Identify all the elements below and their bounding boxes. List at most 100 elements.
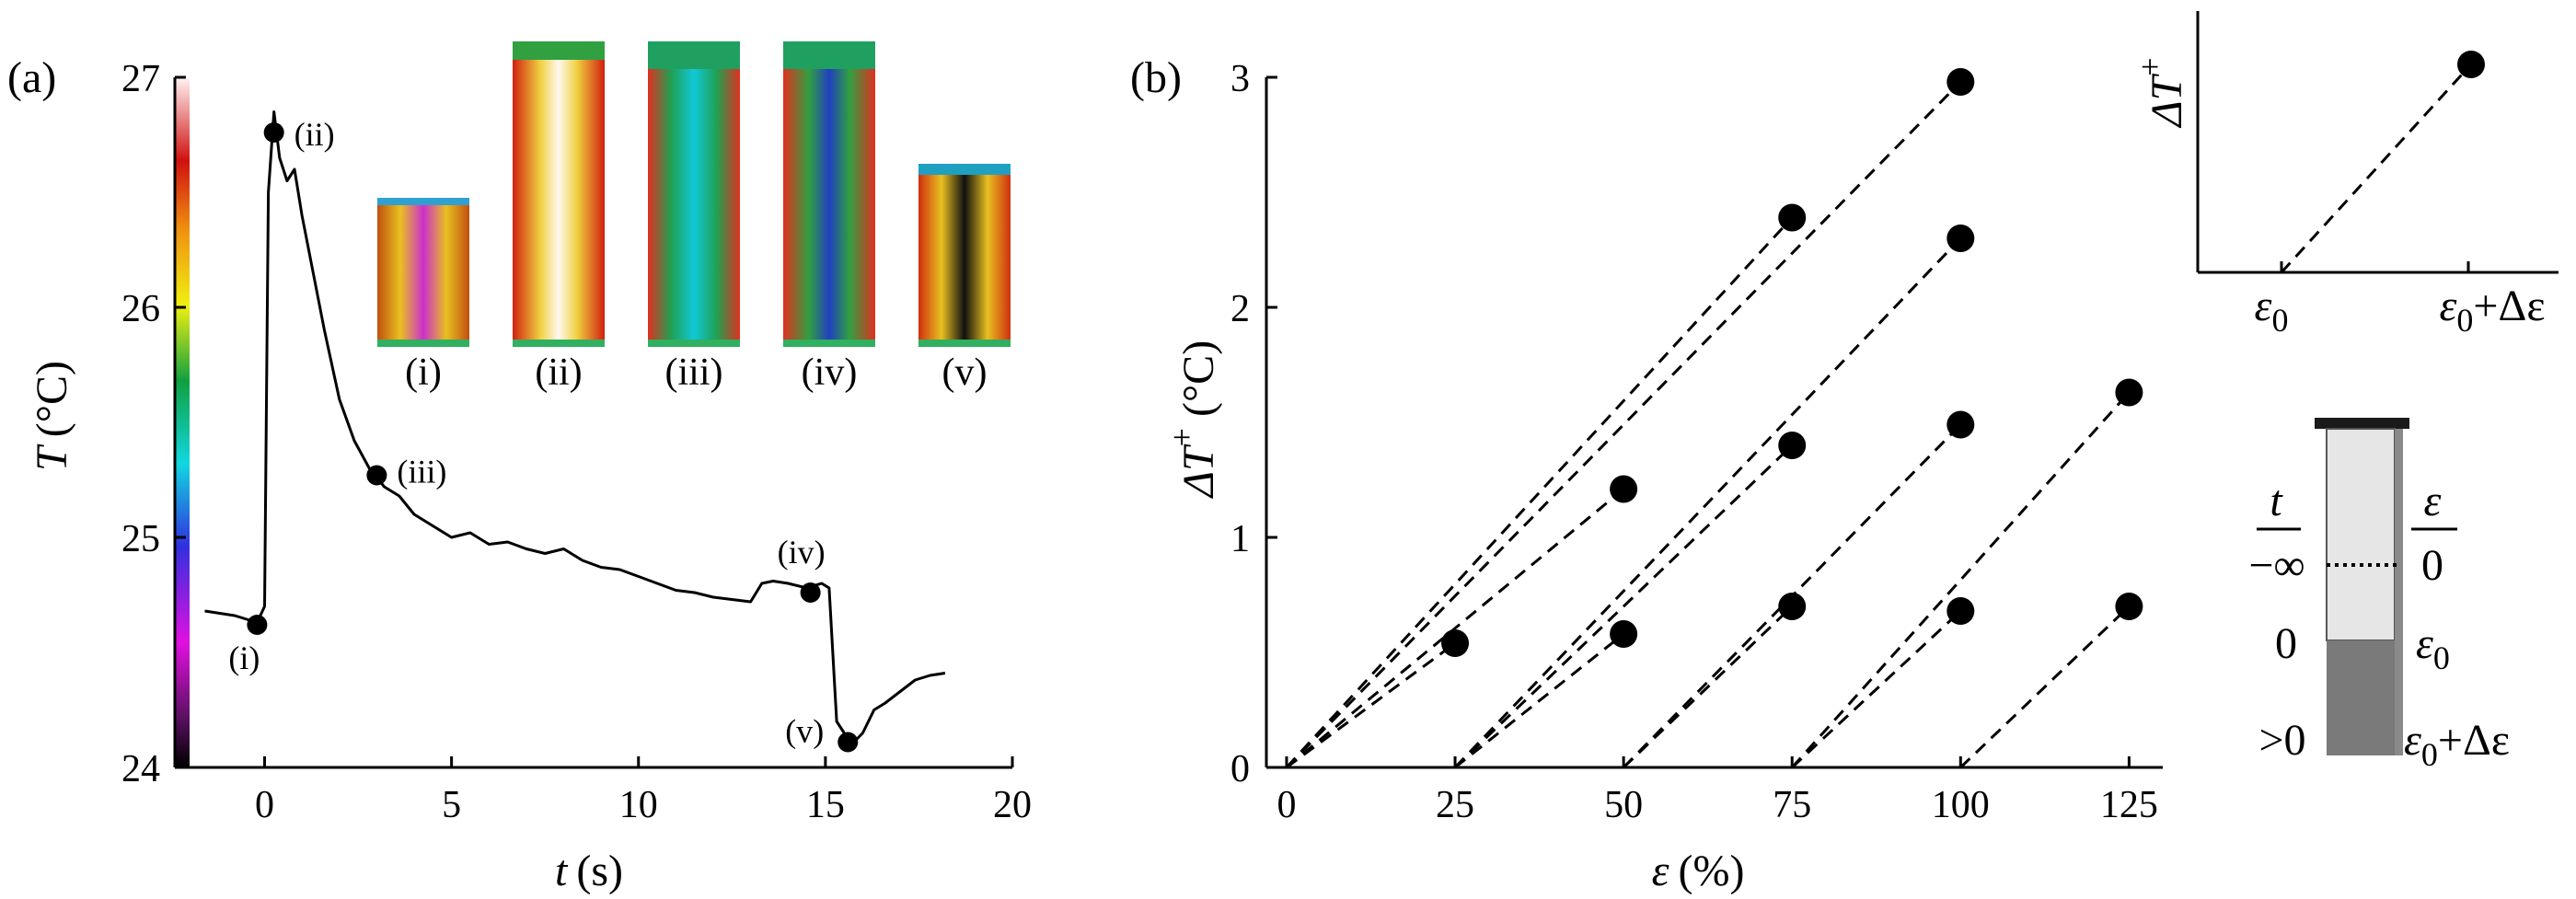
data-point-b xyxy=(1610,620,1638,648)
fit-line xyxy=(1453,236,1962,769)
marker-a xyxy=(366,465,387,486)
chart-a: (a) 0 5 10 15 20 24 25 26 27 T(°C) t (s) xyxy=(7,41,1032,895)
y-tick-label-a: 27 xyxy=(121,58,160,100)
stretch-schematic: t −∞ ε 0 0 ε0 >0 ε0+Δε xyxy=(2248,418,2510,773)
data-point-b xyxy=(2115,593,2143,620)
sample-shadow xyxy=(2395,429,2403,755)
thermal-image-label: (ii) xyxy=(535,352,582,394)
ylabel-b: ΔT+(°C) xyxy=(1163,340,1223,499)
label-eps0-plus: ε0+Δε xyxy=(2404,716,2510,773)
thermal-image-labels: (i) (ii) (iii) (iv) (v) xyxy=(405,352,987,394)
y-tick-label-b: 1 xyxy=(1230,518,1250,560)
thermal-image-iii xyxy=(648,41,740,347)
x-tick-label-a: 15 xyxy=(806,784,845,826)
label-eps-zero: 0 xyxy=(2421,541,2443,590)
thermal-image-iv xyxy=(783,41,875,347)
data-point-b xyxy=(1441,629,1470,657)
y-tick-label-b: 0 xyxy=(1230,748,1250,790)
y-tick-label-a: 25 xyxy=(121,518,160,560)
ticks-a: 0 5 10 15 20 24 25 26 27 xyxy=(121,58,1032,826)
fit-line xyxy=(1286,641,1456,769)
fit-line xyxy=(1285,216,1794,769)
marker-label-a: (iv) xyxy=(778,534,826,571)
panel-label-a: (a) xyxy=(7,53,56,102)
label-neg-inf: −∞ xyxy=(2248,541,2305,590)
x-tick-label-a: 10 xyxy=(619,784,658,826)
x-tick-label-b: 0 xyxy=(1276,784,1296,826)
data-point-b xyxy=(1946,597,1975,625)
marker-a xyxy=(837,732,859,753)
fit-lines xyxy=(1285,80,2131,769)
label-time-gt-zero: >0 xyxy=(2258,716,2305,765)
inset-point xyxy=(2457,51,2485,78)
data-point-b xyxy=(1946,225,1975,252)
svg-text:ΔT+: ΔT+ xyxy=(2131,57,2191,128)
markers-a: (i) (ii) (iii) (iv) (v) xyxy=(228,116,859,753)
label-t: t xyxy=(2270,477,2283,525)
thermal-images xyxy=(377,41,1011,347)
x-tick-label-b: 75 xyxy=(1773,784,1811,826)
svg-text:ΔT+(°C): ΔT+(°C) xyxy=(1163,340,1223,499)
inset-ylabel: ΔT+ xyxy=(2131,57,2191,128)
fit-line xyxy=(1286,488,1625,769)
thermal-image-label: (iv) xyxy=(802,352,858,394)
marker-a xyxy=(247,615,268,635)
x-tick-label-a: 20 xyxy=(993,784,1032,826)
fit-line xyxy=(1791,609,1962,769)
data-point-b xyxy=(1778,203,1807,232)
data-point-b xyxy=(1778,593,1807,620)
fit-line xyxy=(1791,391,2131,769)
data-points-b xyxy=(1441,68,2143,657)
series-line-temperature xyxy=(204,110,946,746)
marker-a xyxy=(263,122,284,143)
label-time-zero: 0 xyxy=(2275,619,2297,668)
y-tick-label-a: 24 xyxy=(121,748,160,790)
data-point-b xyxy=(1610,475,1638,503)
y-tick-label-b: 3 xyxy=(1230,58,1250,100)
y-tick-label-b: 2 xyxy=(1230,288,1250,330)
sample-unstretched xyxy=(2326,428,2396,641)
marker-label-a: (ii) xyxy=(295,116,335,153)
x-tick-label-b: 100 xyxy=(1932,784,1990,826)
inset-xtick-eps0-plus: ε0+Δε xyxy=(2439,282,2545,339)
thermal-image-label: (iii) xyxy=(665,352,723,394)
inset-dashed-line xyxy=(2280,63,2473,274)
data-point-b xyxy=(2115,378,2143,407)
thermal-image-ii xyxy=(513,41,605,347)
marker-label-a: (iii) xyxy=(397,454,446,490)
inset-schematic-plot: ΔT+ ε0 ε0+Δε xyxy=(2131,11,2559,339)
fit-line xyxy=(1454,632,1625,769)
thermal-image-v xyxy=(918,164,1011,347)
thermal-image-label: (v) xyxy=(942,352,988,394)
fit-line xyxy=(1454,444,1794,769)
fit-line xyxy=(1623,605,1794,769)
x-tick-label-a: 0 xyxy=(255,784,274,826)
x-tick-label-a: 5 xyxy=(442,784,461,826)
y-tick-label-a: 26 xyxy=(121,288,160,330)
colorbar xyxy=(175,78,190,766)
x-tick-label-b: 50 xyxy=(1604,784,1643,826)
ticks-b: 0 25 50 75 100 125 0 1 2 3 xyxy=(1230,58,2158,826)
ylabel-a: T(°C) xyxy=(28,361,76,471)
marker-a xyxy=(800,582,821,603)
chart-b: (b) 0 25 50 75 100 125 0 1 2 3 ΔT+(°C) ε (%) xyxy=(1130,53,2163,895)
x-tick-label-b: 25 xyxy=(1436,784,1474,826)
xlabel-b: ε (%) xyxy=(1652,847,1745,895)
label-eps: ε xyxy=(2424,477,2442,525)
data-point-b xyxy=(1946,410,1975,439)
clamp-bar xyxy=(2315,418,2409,429)
data-point-b xyxy=(1946,68,1975,96)
sample-stretched xyxy=(2327,640,2395,755)
svg-text:T(°C): T(°C) xyxy=(28,361,76,471)
marker-label-a: (i) xyxy=(228,640,260,676)
thermal-image-i xyxy=(377,198,469,347)
xlabel-a: t (s) xyxy=(555,847,623,895)
fit-line xyxy=(1959,605,2131,769)
panel-label-b: (b) xyxy=(1130,53,1182,102)
marker-label-a: (v) xyxy=(785,713,824,750)
thermal-image-label: (i) xyxy=(405,352,442,394)
label-eps0: ε0 xyxy=(2416,619,2450,676)
inset-xtick-eps0: ε0 xyxy=(2255,282,2289,339)
fit-line xyxy=(1285,80,1962,769)
